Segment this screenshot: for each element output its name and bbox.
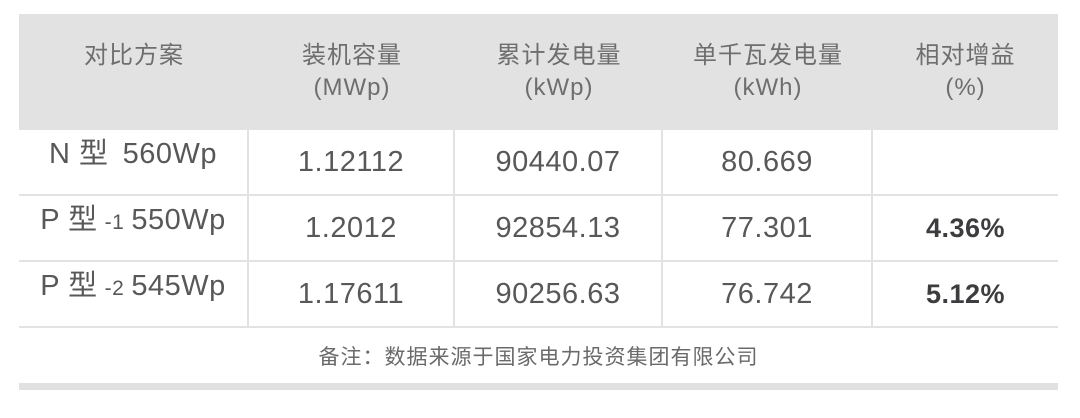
header-label: 单千瓦发电量 (693, 42, 843, 70)
cell-capacity: 1.12112 (249, 130, 455, 194)
scheme-type: P 型 (40, 270, 98, 302)
scheme-wattage: 560Wp (122, 138, 217, 170)
scheme-wattage: 550Wp (131, 204, 226, 236)
scheme-type: P 型 (40, 204, 98, 236)
cell-cumulative: 90256.63 (455, 262, 663, 326)
cell-cumulative: 90440.07 (455, 130, 663, 194)
header-label: 累计发电量 (496, 42, 622, 70)
header-unit: (kWp) (524, 74, 594, 101)
scheme-variant: -2 (104, 277, 125, 300)
cell-gain (873, 130, 1058, 194)
cell-scheme: P 型 -1 550Wp (19, 196, 249, 260)
cell-per-kw: 80.669 (663, 130, 873, 194)
cell-scheme: N 型 560Wp (19, 130, 249, 194)
header-cell-cumulative: 累计发电量 (kWp) (455, 14, 663, 130)
comparison-table: 对比方案 装机容量 (MWp) 累计发电量 (kWp) 单千瓦发电量 (kWh)… (19, 14, 1058, 390)
table-header-row: 对比方案 装机容量 (MWp) 累计发电量 (kWp) 单千瓦发电量 (kWh)… (19, 14, 1058, 130)
cell-per-kw: 76.742 (663, 262, 873, 326)
header-cell-per-kw: 单千瓦发电量 (kWh) (663, 14, 873, 130)
cell-capacity: 1.2012 (249, 196, 455, 260)
cell-gain: 5.12% (925, 278, 1006, 309)
scheme-type: N 型 (49, 138, 109, 170)
table-row: P 型 -1 550Wp 1.2012 92854.13 77.301 4.36… (19, 196, 1058, 262)
bottom-divider (19, 383, 1058, 390)
header-unit: (kWh) (733, 74, 803, 101)
header-label: 装机容量 (302, 42, 402, 70)
cell-capacity: 1.17611 (249, 262, 455, 326)
header-label: 对比方案 (84, 42, 184, 70)
table-note: 备注：数据来源于国家电力投资集团有限公司 (318, 345, 759, 369)
cell-gain: 4.36% (925, 212, 1006, 243)
header-unit: (%) (945, 74, 986, 101)
cell-cumulative: 92854.13 (455, 196, 663, 260)
header-cell-scheme: 对比方案 (19, 14, 249, 130)
header-cell-gain: 相对增益 (%) (873, 14, 1058, 130)
table-row: P 型 -2 545Wp 1.17611 90256.63 76.742 5.1… (19, 262, 1058, 328)
scheme-wattage: 545Wp (131, 270, 226, 302)
header-label: 相对增益 (915, 42, 1016, 70)
header-unit: (MWp) (313, 74, 391, 101)
header-cell-capacity: 装机容量 (MWp) (249, 14, 455, 130)
cell-per-kw: 77.301 (663, 196, 873, 260)
scheme-variant: -1 (104, 211, 125, 234)
table-row: N 型 560Wp 1.12112 90440.07 80.669 (19, 130, 1058, 196)
cell-scheme: P 型 -2 545Wp (19, 262, 249, 326)
